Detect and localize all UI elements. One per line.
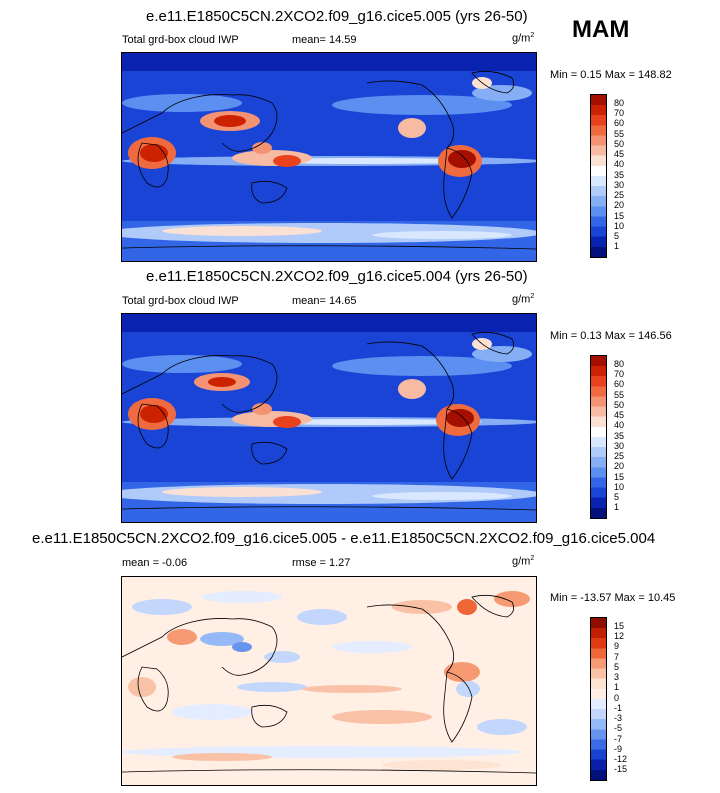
panel3-colorbar-label: 1 <box>614 682 620 692</box>
panel3-colorbar-label: -15 <box>614 764 628 774</box>
panel2-colorbar-label: 45 <box>614 410 625 420</box>
panel2-colorbar-label: 5 <box>614 492 620 502</box>
panel3-colorbar: 15 12 9 7 5 3 1 0 -1 -3 -5 -7 -9 -12 -15 <box>590 617 650 781</box>
panel2-colorbar-label: 1 <box>614 502 620 512</box>
panel1-colorbar: 80 70 60 55 50 45 40 35 30 25 20 15 10 5… <box>590 94 650 258</box>
panel3-colorbar-ramp <box>590 617 607 781</box>
panel2-colorbar-label: 20 <box>614 461 625 471</box>
panel3-colorbar-label: -12 <box>614 754 628 764</box>
panel1-colorbar-label: 80 <box>614 98 625 108</box>
panel3-colorbar-label: -9 <box>614 744 623 754</box>
panel2-colorbar-label: 35 <box>614 431 625 441</box>
panel2-map <box>121 313 537 523</box>
panel3-colorbar-label: -1 <box>614 703 623 713</box>
panel1-colorbar-ramp <box>590 94 607 258</box>
panel3-colorbar-label: 9 <box>614 641 620 651</box>
panel2-units: g/m2 <box>512 293 535 306</box>
panel2-colorbar: 80 70 60 55 50 45 40 35 30 25 20 15 10 5… <box>590 355 650 519</box>
panel1-colorbar-label: 45 <box>614 149 625 159</box>
panel1-colorbar-label: 25 <box>614 190 625 200</box>
panel1-colorbar-label: 30 <box>614 180 625 190</box>
panel2-colorbar-label: 10 <box>614 482 625 492</box>
panel1-units: g/m2 <box>512 32 535 45</box>
panel2-colorbar-label: 70 <box>614 369 625 379</box>
panel3-rmse: rmse = 1.27 <box>292 557 351 569</box>
season-label: MAM <box>572 16 630 43</box>
panel3-colorbar-label: -7 <box>614 734 623 744</box>
panel2-colorbar-label: 80 <box>614 359 625 369</box>
panel2-colorbar-label: 55 <box>614 390 625 400</box>
panel1-colorbar-label: 55 <box>614 129 625 139</box>
panel1-colorbar-label: 20 <box>614 200 625 210</box>
panel1-title: e.e11.E1850C5CN.2XCO2.f09_g16.cice5.005 … <box>146 8 528 25</box>
panel2-colorbar-label: 15 <box>614 472 625 482</box>
panel2-colorbar-ramp <box>590 355 607 519</box>
panel1-colorbar-label: 70 <box>614 108 625 118</box>
panel3-colorbar-label: 0 <box>614 693 620 703</box>
panel3-colorbar-label: 5 <box>614 662 620 672</box>
panel1-map <box>121 52 537 262</box>
panel2-title: e.e11.E1850C5CN.2XCO2.f09_g16.cice5.004 … <box>146 268 528 285</box>
panel1-colorbar-label: 60 <box>614 118 625 128</box>
panel1-colorbar-label: 10 <box>614 221 625 231</box>
panel1-colorbar-label: 1 <box>614 241 620 251</box>
panel2-map-field <box>122 314 536 522</box>
panel3-colorbar-label: 15 <box>614 621 625 631</box>
panel3-units: g/m2 <box>512 555 535 568</box>
panel2-colorbar-label: 50 <box>614 400 625 410</box>
panel3-colorbar-label: -5 <box>614 723 623 733</box>
panel3-mean: mean = -0.06 <box>122 557 188 569</box>
panel1-variable-label: Total grd-box cloud IWP <box>122 34 239 46</box>
panel1-colorbar-label: 50 <box>614 139 625 149</box>
panel1-map-field <box>122 53 536 261</box>
panel1-mean: mean= 14.59 <box>292 34 357 46</box>
panel3-minmax: Min = -13.57 Max = 10.45 <box>550 592 676 604</box>
panel2-minmax: Min = 0.13 Max = 146.56 <box>550 330 672 342</box>
panel2-colorbar-label: 25 <box>614 451 625 461</box>
panel3-map-field <box>122 577 536 785</box>
panel2-mean: mean= 14.65 <box>292 295 357 307</box>
panel3-map <box>121 576 537 786</box>
panel1-minmax: Min = 0.15 Max = 148.82 <box>550 69 672 81</box>
panel1-colorbar-label: 35 <box>614 170 625 180</box>
panel3-colorbar-label: 3 <box>614 672 620 682</box>
panel2-colorbar-label: 30 <box>614 441 625 451</box>
panel3-colorbar-label: -3 <box>614 713 623 723</box>
panel3-colorbar-label: 7 <box>614 652 620 662</box>
panel1-colorbar-label: 5 <box>614 231 620 241</box>
panel2-colorbar-label: 60 <box>614 379 625 389</box>
panel3-colorbar-label: 12 <box>614 631 625 641</box>
panel1-colorbar-label: 40 <box>614 159 625 169</box>
panel2-variable-label: Total grd-box cloud IWP <box>122 295 239 307</box>
panel2-colorbar-label: 40 <box>614 420 625 430</box>
panel3-title: e.e11.E1850C5CN.2XCO2.f09_g16.cice5.005 … <box>32 530 656 547</box>
panel1-colorbar-label: 15 <box>614 211 625 221</box>
